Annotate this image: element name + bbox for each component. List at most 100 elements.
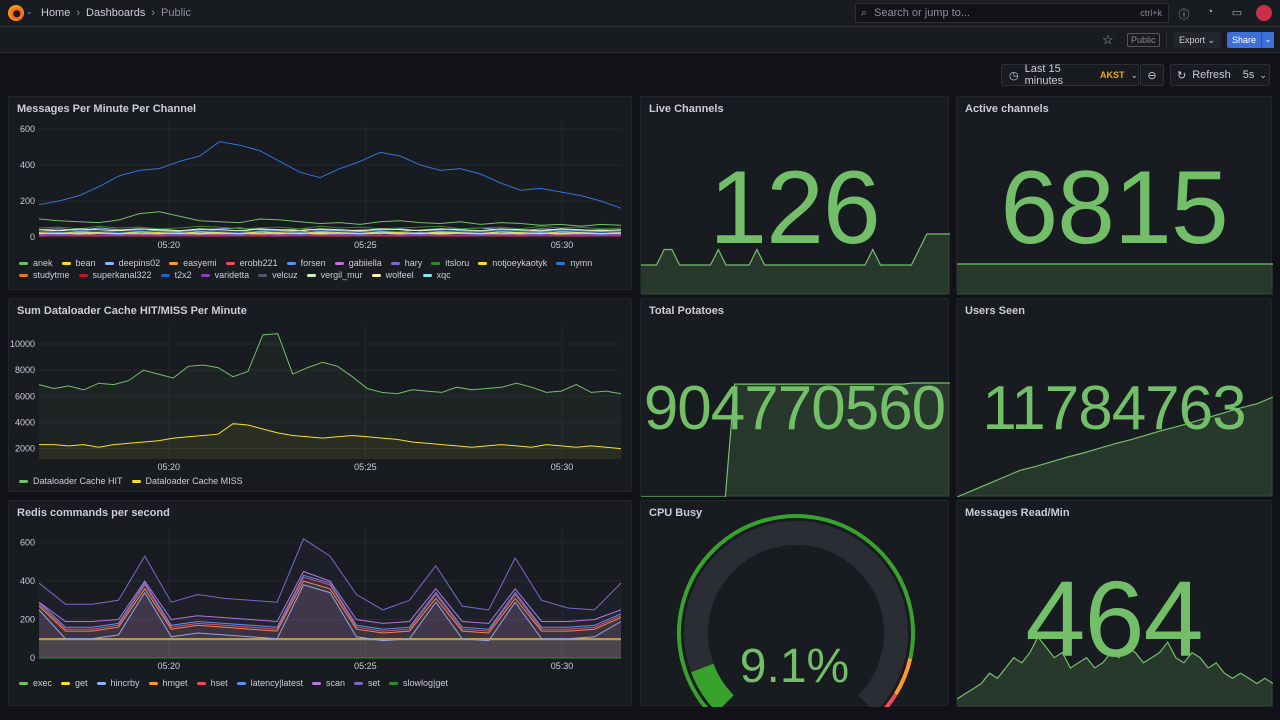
search-input[interactable]: ⌕ Search or jump to... ctrl+k — [855, 3, 1169, 23]
series-line — [38, 230, 622, 234]
clock-icon: ◷ — [1009, 69, 1019, 82]
chevron-down-icon[interactable]: ⌄ — [26, 7, 33, 16]
breadcrumb: Home › Dashboards › Public — [41, 7, 191, 19]
legend-item[interactable]: bean — [61, 258, 96, 268]
legend-item[interactable]: get — [61, 678, 88, 688]
series-line — [38, 584, 622, 642]
timeseries-chart[interactable]: 0 200 400 600 05:20 05:25 05:30 — [9, 523, 633, 693]
legend-swatch — [19, 261, 28, 265]
sparkline-line — [957, 396, 1273, 497]
series-area — [39, 581, 621, 658]
legend-item[interactable]: deepins02 — [104, 258, 160, 268]
series-line — [38, 225, 622, 230]
legend-item[interactable]: nymn — [556, 258, 592, 268]
series-area — [39, 584, 621, 658]
series-line — [39, 423, 622, 450]
legend-item[interactable]: slowlog|get — [388, 678, 448, 688]
zoom-out-button[interactable]: ⊖ — [1140, 64, 1164, 86]
legend-item[interactable]: Dataloader Cache MISS — [131, 476, 243, 486]
star-icon[interactable]: ☆ — [1102, 32, 1114, 47]
legend-item[interactable]: velcuz — [258, 270, 298, 280]
x-tick-label: 05:20 — [158, 462, 181, 472]
gauge-track — [684, 521, 908, 707]
y-tick-label: 10000 — [10, 339, 35, 349]
refresh-interval-picker[interactable]: 5s — [1242, 69, 1255, 81]
legend-item[interactable]: superkanal322 — [78, 270, 152, 280]
legend-swatch — [390, 261, 400, 265]
legend-swatch — [78, 273, 88, 277]
legend-item[interactable]: exec — [19, 678, 52, 688]
legend-item[interactable]: hary — [390, 258, 422, 268]
breadcrumb-dashboards[interactable]: Dashboards — [86, 7, 146, 19]
grafana-logo-icon[interactable] — [8, 5, 24, 21]
legend-item[interactable]: hincrby — [96, 678, 140, 688]
legend-item[interactable]: forsen — [286, 258, 326, 268]
legend-swatch — [388, 681, 398, 685]
kiosk-monitor-icon[interactable]: ▭ — [1231, 7, 1243, 19]
series-area — [39, 333, 621, 459]
legend-item[interactable]: varidetta — [200, 270, 249, 280]
legend-swatch — [104, 261, 114, 265]
series-line — [38, 211, 622, 227]
legend-label: hset — [210, 678, 228, 688]
legend-item[interactable]: xqc — [422, 270, 451, 280]
legend-swatch — [61, 681, 71, 685]
panel-title: Active channels — [965, 103, 1049, 115]
legend-item[interactable]: set — [353, 678, 380, 688]
timeseries-chart[interactable]: 0 200 400 600 05:20 05:25 05:30 — [9, 119, 633, 279]
chart-legend: Dataloader Cache HIT Dataloader Cache MIS… — [19, 476, 619, 486]
legend-label: wolfeel — [385, 270, 414, 280]
stat-value: 904770560 — [643, 374, 946, 443]
legend-item[interactable]: t2x2 — [160, 270, 192, 280]
y-tick-label: 6000 — [15, 391, 35, 401]
legend-label: slowlog|get — [402, 678, 448, 688]
legend-label: bean — [75, 258, 96, 268]
breadcrumb-home[interactable]: Home — [41, 7, 71, 19]
sparkline-area — [641, 234, 950, 295]
legend-item[interactable]: itsloru — [431, 258, 469, 268]
legend-item[interactable]: anek — [19, 258, 53, 268]
legend-swatch — [258, 273, 268, 277]
legend-item[interactable]: hset — [196, 678, 228, 688]
legend-label: set — [367, 678, 380, 688]
export-button[interactable]: Export ⌄ — [1173, 32, 1222, 48]
refresh-label: Refresh — [1192, 69, 1231, 81]
legend-label: erobb221 — [239, 258, 278, 268]
refresh-button[interactable]: ↻ Refresh 5s ⌄ — [1170, 64, 1270, 86]
legend-swatch — [478, 261, 488, 265]
legend-item[interactable]: gabiiella — [334, 258, 382, 268]
legend-swatch — [169, 261, 179, 265]
legend-item[interactable]: studytme — [19, 270, 70, 280]
share-dropdown-chevron-icon[interactable]: ⌄ — [1261, 32, 1274, 48]
stat-value: 126 — [709, 150, 881, 266]
legend-item[interactable]: easyemi — [169, 258, 217, 268]
legend-item[interactable]: vergil_mur — [306, 270, 363, 280]
legend-item[interactable]: hmget — [148, 678, 188, 688]
gauge-fill — [691, 663, 735, 707]
legend-swatch — [371, 273, 381, 277]
help-icon[interactable]: ⓘ — [1178, 9, 1190, 21]
panel-title: Sum Dataloader Cache HIT/MISS Per Minute — [17, 305, 247, 317]
legend-item[interactable]: latency|latest — [236, 678, 303, 688]
panel-title: Users Seen — [965, 305, 1025, 317]
legend-label: latency|latest — [250, 678, 303, 688]
legend-label: scan — [325, 678, 345, 688]
legend-swatch — [96, 681, 106, 685]
legend-item[interactable]: erobb221 — [225, 258, 278, 268]
legend-swatch — [422, 273, 432, 277]
legend-label: get — [75, 678, 88, 688]
legend-label: easyemi — [183, 258, 217, 268]
legend-item[interactable]: scan — [311, 678, 345, 688]
share-button[interactable]: Share — [1227, 32, 1262, 48]
legend-item[interactable]: Dataloader Cache HIT — [19, 476, 123, 486]
timeseries-chart[interactable]: 2000 4000 6000 8000 10000 05:20 05:25 05:30 — [9, 321, 633, 481]
legend-item[interactable]: notjoeykaotyk — [478, 258, 547, 268]
legend-swatch — [19, 479, 28, 483]
zoom-out-icon: ⊖ — [1147, 69, 1157, 82]
news-rss-icon[interactable]: ◔ — [1206, 6, 1214, 18]
time-range-picker[interactable]: ◷ Last 15 minutes AKST ⌄ — [1001, 63, 1139, 87]
legend-item[interactable]: wolfeel — [371, 270, 414, 280]
series-line — [38, 141, 622, 209]
sparkline-line — [641, 382, 950, 497]
avatar[interactable] — [1256, 5, 1272, 21]
